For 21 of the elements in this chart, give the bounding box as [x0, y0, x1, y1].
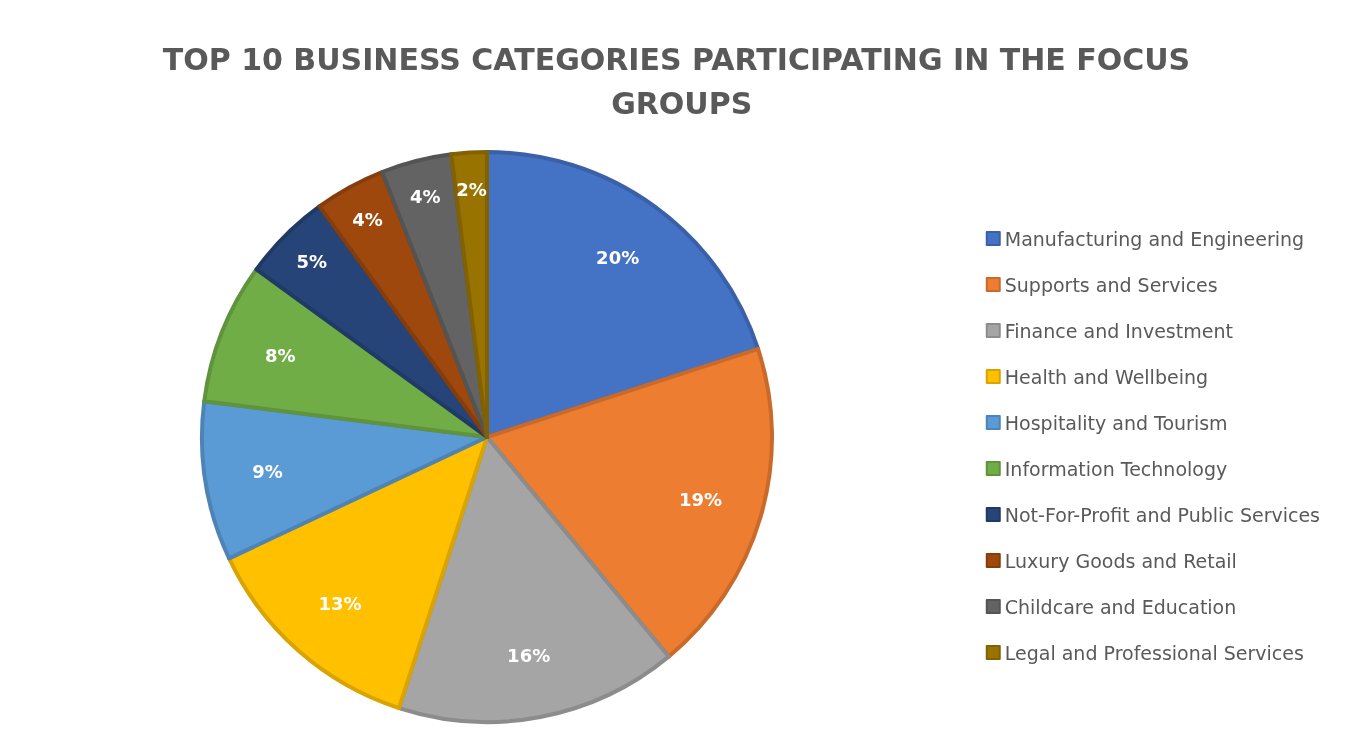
data-label: 2% — [456, 179, 487, 201]
legend-label: Legal and Professional Services — [1004, 641, 1304, 664]
legend-label: Supports and Services — [1004, 273, 1218, 296]
legend-label: Information Technology — [1004, 457, 1228, 480]
data-label: 13% — [318, 593, 362, 615]
legend-label: Manufacturing and Engineering — [1004, 227, 1305, 250]
legend-label: Health and Wellbeing — [1004, 365, 1209, 388]
data-label: 8% — [265, 344, 296, 366]
data-label: 16% — [507, 644, 551, 666]
data-label: 19% — [678, 488, 723, 510]
legend-label: Not-For-Profit and Public Services — [1004, 503, 1321, 526]
legend-label: Hospitality and Tourism — [1004, 411, 1228, 434]
data-label: 9% — [252, 461, 283, 483]
legend-label: Luxury Goods and Retail — [1004, 549, 1237, 572]
legend-label: Childcare and Education — [1004, 595, 1237, 618]
data-label: 4% — [352, 209, 383, 231]
data-label: 20% — [596, 246, 640, 268]
data-label: 5% — [296, 251, 327, 273]
data-label: 4% — [410, 186, 441, 208]
chart-title: TOP 10 BUSINESS CATEGORIES PARTICIPATING IN THE FOCUS GROUPS — [162, 41, 1191, 121]
legend-label: Finance and Investment — [1004, 319, 1233, 342]
